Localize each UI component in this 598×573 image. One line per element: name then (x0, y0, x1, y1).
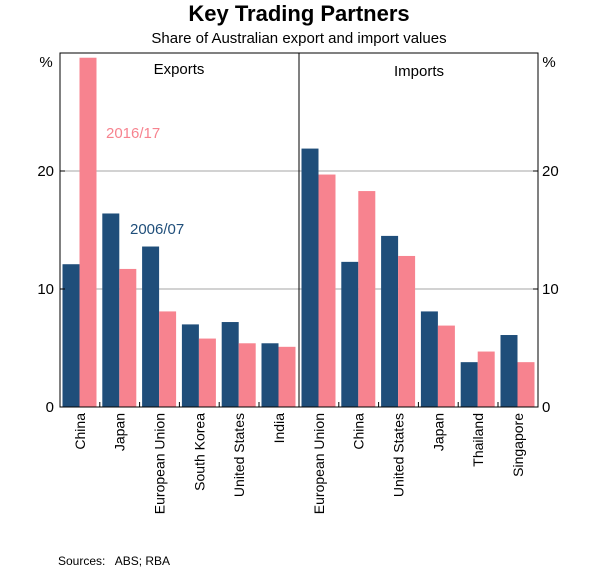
bar-imports-4-2016 (477, 351, 495, 407)
bar-imports-3-2016 (437, 325, 455, 407)
chart-subtitle: Share of Australian export and import va… (151, 30, 446, 47)
category-label: China (72, 413, 88, 450)
category-label: Singapore (510, 413, 526, 477)
category-label: United States (231, 413, 247, 497)
y-tick-label-left: 10 (37, 281, 54, 298)
bar-imports-3-2006 (420, 311, 438, 407)
category-label: Thailand (470, 413, 486, 467)
category-label: European Union (311, 413, 327, 514)
panel-title-imports: Imports (394, 63, 444, 80)
bar-imports-4-2006 (460, 362, 478, 407)
bar-exports-5-2006 (261, 343, 279, 407)
panel-title-exports: Exports (154, 61, 205, 78)
bar-exports-1-2016 (119, 268, 137, 407)
category-label: Japan (430, 413, 446, 451)
y-tick-label-left: 20 (37, 163, 54, 180)
chart-title: Key Trading Partners (188, 1, 409, 26)
bar-imports-1-2006 (341, 261, 359, 407)
category-label: India (271, 413, 287, 444)
bar-imports-5-2016 (517, 362, 535, 407)
category-label: China (351, 413, 367, 450)
y-axis-unit-right: % (542, 54, 555, 71)
bar-imports-0-2006 (301, 148, 319, 407)
y-axis-unit-left: % (39, 54, 52, 71)
bar-exports-2-2016 (159, 311, 177, 407)
bar-exports-3-2006 (181, 324, 199, 407)
category-labels: China Japan European Union South Korea Unite… (72, 413, 526, 514)
bars (62, 57, 535, 407)
bar-exports-5-2016 (278, 346, 296, 407)
y-tick-label-left: 0 (46, 399, 54, 416)
bar-imports-2-2016 (398, 255, 416, 407)
bar-exports-1-2006 (102, 213, 120, 407)
y-tick-label-right: 10 (542, 281, 559, 298)
y-tick-label-right: 20 (542, 163, 559, 180)
bar-imports-5-2006 (500, 335, 518, 407)
y-tick-label-right: 0 (542, 399, 550, 416)
bar-imports-1-2016 (358, 191, 376, 407)
bar-exports-0-2016 (79, 57, 97, 407)
bar-exports-4-2016 (238, 343, 256, 407)
y-axis-ticks: 0 0 10 10 20 20 (37, 52, 559, 416)
category-label: Japan (112, 413, 128, 451)
source-note: Sources: ABS; RBA (58, 554, 170, 568)
bar-imports-0-2016 (318, 174, 336, 407)
bar-exports-3-2016 (198, 338, 216, 407)
bar-exports-2-2006 (142, 246, 160, 407)
category-label: United States (391, 413, 407, 497)
plot-frame (59, 52, 539, 408)
bar-exports-4-2006 (221, 322, 239, 407)
bar-imports-2-2006 (381, 235, 399, 407)
bar-exports-0-2006 (62, 264, 80, 407)
category-label: European Union (152, 413, 168, 514)
series-label-2016-17: 2016/17 (106, 125, 160, 142)
series-label-2006-07: 2006/07 (130, 221, 184, 238)
category-label: South Korea (191, 413, 207, 491)
